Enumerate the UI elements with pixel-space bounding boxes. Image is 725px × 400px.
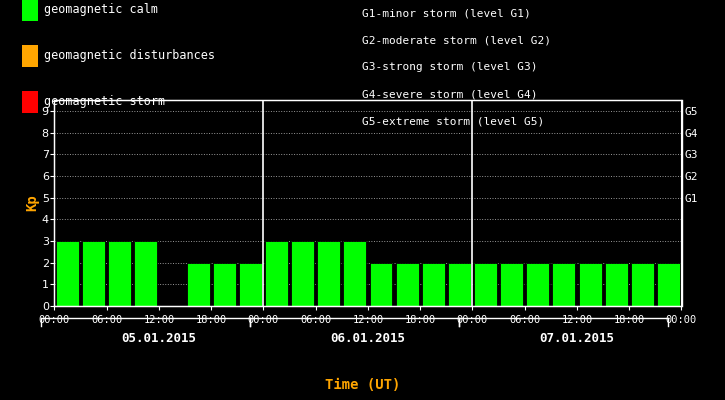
Bar <box>370 263 392 306</box>
Text: G3-strong storm (level G3): G3-strong storm (level G3) <box>362 62 538 72</box>
Bar <box>265 241 288 306</box>
Bar <box>291 241 314 306</box>
Text: G5-extreme storm (level G5): G5-extreme storm (level G5) <box>362 117 544 127</box>
Bar <box>56 241 79 306</box>
Bar <box>396 263 418 306</box>
Bar <box>212 263 236 306</box>
Text: geomagnetic calm: geomagnetic calm <box>44 4 157 16</box>
Text: G1-minor storm (level G1): G1-minor storm (level G1) <box>362 8 531 18</box>
Y-axis label: Kp: Kp <box>25 195 39 211</box>
Bar <box>605 263 628 306</box>
Text: Time (UT): Time (UT) <box>325 378 400 392</box>
Bar <box>344 241 366 306</box>
Bar <box>82 241 105 306</box>
Bar <box>500 263 523 306</box>
Bar <box>657 263 680 306</box>
Bar <box>422 263 444 306</box>
Text: geomagnetic storm: geomagnetic storm <box>44 96 165 108</box>
Bar <box>474 263 497 306</box>
Text: geomagnetic disturbances: geomagnetic disturbances <box>44 50 215 62</box>
Bar <box>134 241 157 306</box>
Bar <box>526 263 550 306</box>
Bar <box>108 241 131 306</box>
Text: 07.01.2015: 07.01.2015 <box>539 332 615 344</box>
Text: 06.01.2015: 06.01.2015 <box>331 332 405 344</box>
Text: G2-moderate storm (level G2): G2-moderate storm (level G2) <box>362 35 552 45</box>
Bar <box>579 263 602 306</box>
Bar <box>239 263 262 306</box>
Bar <box>186 263 210 306</box>
Text: G4-severe storm (level G4): G4-severe storm (level G4) <box>362 90 538 100</box>
Bar <box>552 263 576 306</box>
Bar <box>318 241 340 306</box>
Bar <box>448 263 471 306</box>
Text: 05.01.2015: 05.01.2015 <box>121 332 196 344</box>
Bar <box>631 263 654 306</box>
